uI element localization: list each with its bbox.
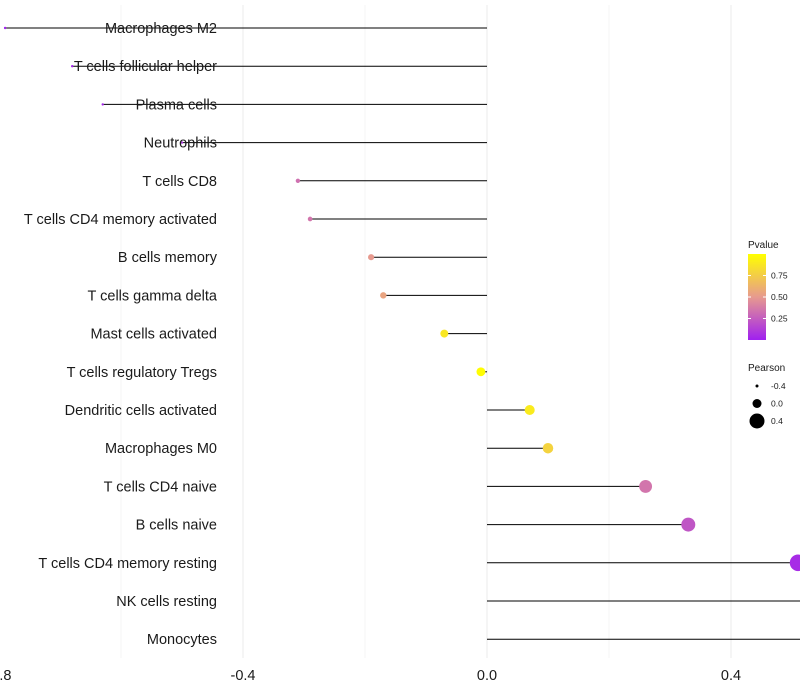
pearson-legend-title: Pearson: [748, 363, 785, 374]
category-label-layer: Macrophages M2 T cells follicular helper P…: [24, 21, 218, 648]
size-legend-dot: [755, 384, 759, 388]
lollipop-point: [789, 554, 800, 572]
category-label: T cells CD4 naive: [104, 479, 217, 495]
grid-layer: [120, 5, 732, 658]
category-label: Neutrophils: [144, 136, 217, 152]
category-label: Macrophages M2: [105, 21, 217, 37]
category-label: Dendritic cells activated: [65, 403, 217, 419]
category-label: T cells gamma delta: [88, 288, 218, 304]
lollipop-point: [380, 292, 387, 299]
category-label: NK cells resting: [116, 594, 217, 610]
lollipop-point: [180, 141, 184, 144]
category-label: T cells CD4 memory resting: [38, 556, 217, 572]
legend: Pvalue 0.25 0.50 0.75 Pearson -0.4 0.0 0.4: [748, 240, 788, 429]
size-legend-dot: [752, 399, 762, 408]
pvalue-colorbar-ticks: 0.25 0.50 0.75: [748, 271, 788, 324]
lollipop-point: [368, 254, 375, 261]
pvalue-legend-title: Pvalue: [748, 240, 779, 251]
category-label: T cells regulatory Tregs: [67, 365, 217, 381]
colorbar-tick-label: 0.75: [771, 271, 788, 281]
lollipop-point: [3, 26, 7, 30]
lollipop-point: [542, 442, 554, 454]
category-label: T cells follicular helper: [74, 59, 217, 75]
size-legend-label: -0.4: [771, 381, 786, 391]
category-label: B cells memory: [118, 250, 218, 266]
category-label: T cells CD4 memory activated: [24, 212, 217, 228]
lollipop-point: [476, 367, 486, 377]
pearson-size-legend: -0.4 0.0 0.4: [749, 381, 786, 429]
x-tick-label: -0.4: [231, 668, 256, 684]
category-label: Mast cells activated: [90, 327, 217, 343]
x-tick-label: -0.8: [0, 668, 12, 684]
lollipop-point: [307, 216, 313, 222]
lollipop-point: [71, 65, 74, 68]
point-layer: [3, 26, 800, 572]
size-legend-dot: [749, 413, 765, 429]
lollipop-point: [295, 178, 301, 183]
colorbar-tick-label: 0.25: [771, 314, 788, 324]
category-label: T cells CD8: [142, 174, 217, 190]
x-tick-label: 0.0: [477, 668, 497, 684]
category-label: Plasma cells: [136, 97, 217, 113]
x-tick-label-layer: -0.8-0.40.00.40.8: [0, 668, 741, 684]
lollipop-point: [639, 479, 653, 493]
size-legend-label: 0.0: [771, 399, 783, 409]
lollipop-point: [681, 517, 696, 532]
size-legend-label: 0.4: [771, 416, 783, 426]
x-tick-label: 0.4: [721, 668, 741, 684]
colorbar-tick-label: 0.50: [771, 292, 788, 302]
lollipop-point: [101, 103, 104, 106]
lollipop-point: [440, 329, 449, 338]
category-label: Monocytes: [147, 632, 217, 648]
category-label: Macrophages M0: [105, 441, 217, 457]
pvalue-colorbar: [748, 254, 766, 340]
category-label: B cells naive: [136, 518, 217, 534]
lollipop-point: [524, 404, 535, 416]
stem-layer: [5, 27, 800, 640]
